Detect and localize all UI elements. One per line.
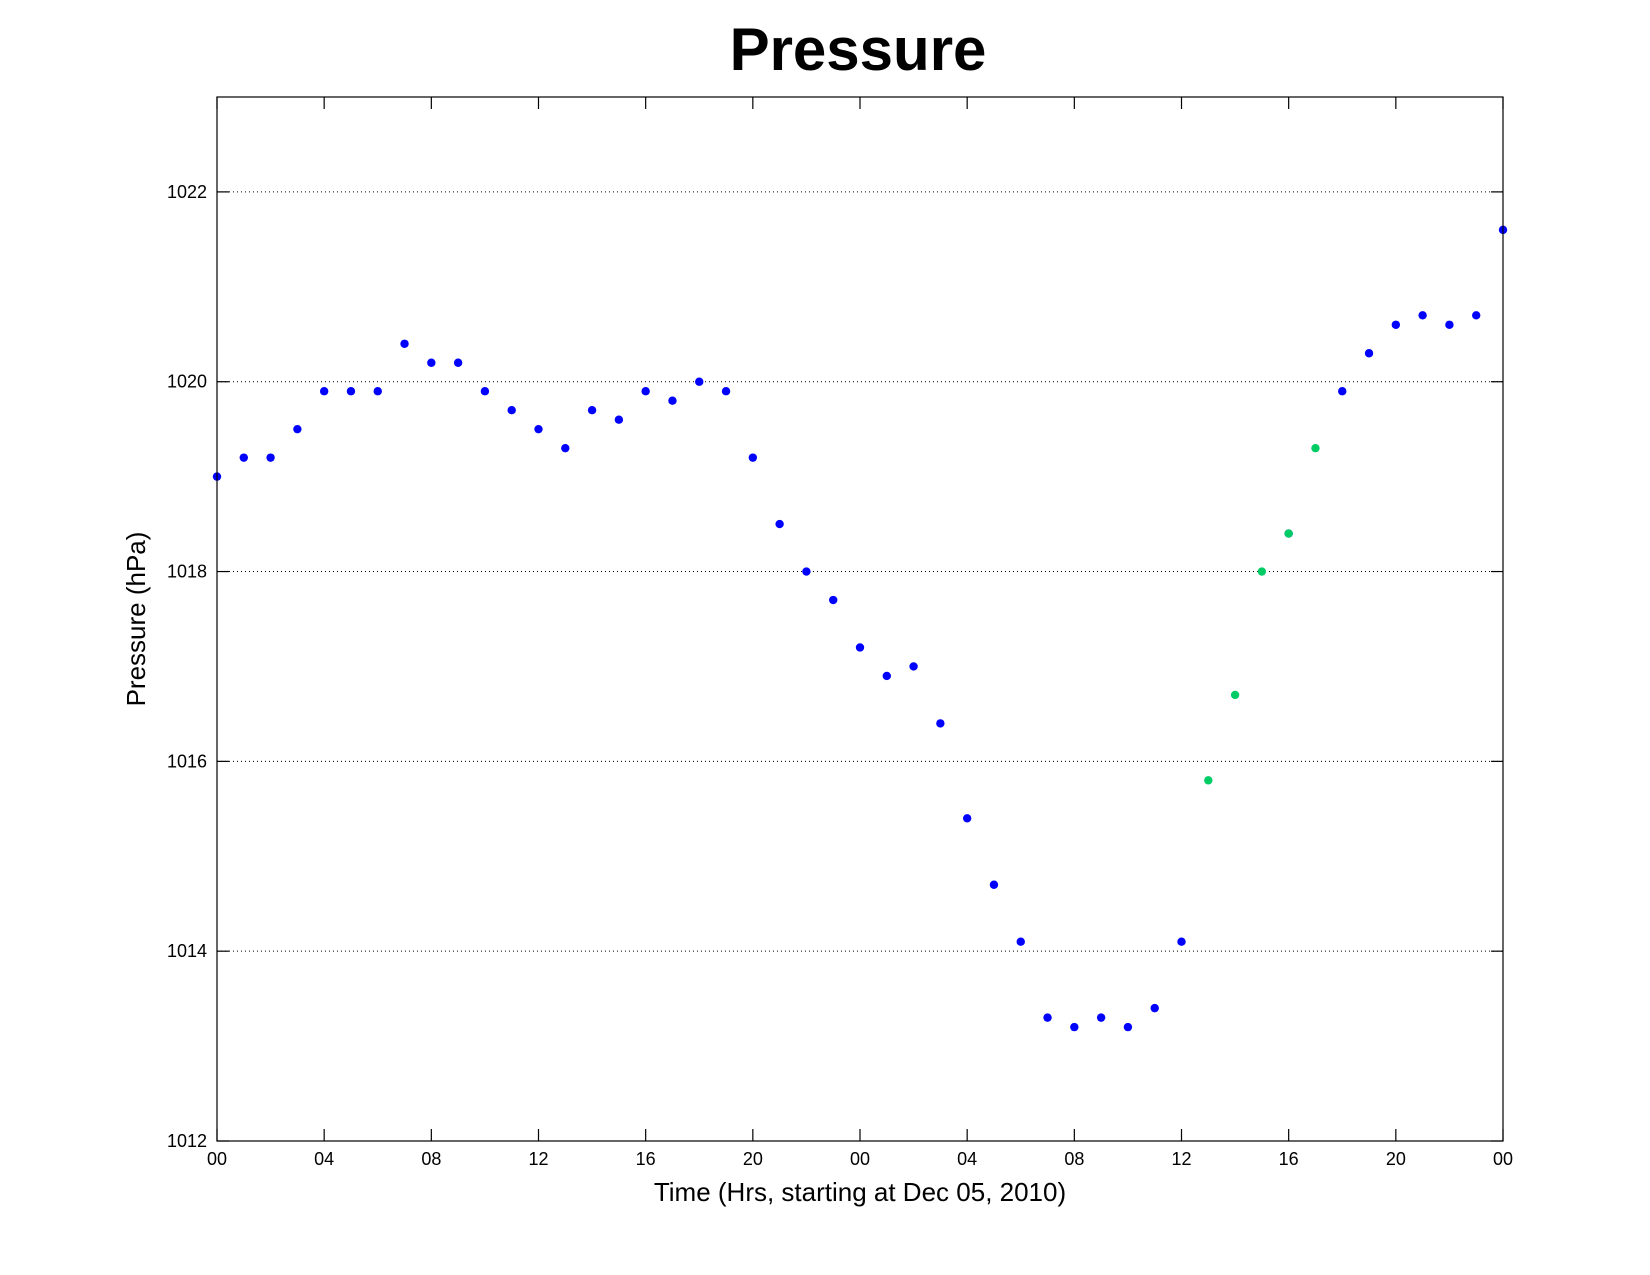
y-axis-label: Pressure (hPa) [121,532,151,707]
data-point [936,719,945,728]
data-point [293,424,302,434]
x-tick-label: 20 [1386,1149,1406,1169]
y-tick-label: 1022 [167,182,207,202]
data-point [1123,1022,1133,1032]
x-tick-label: 16 [636,1149,656,1169]
data-point [453,358,463,367]
data-points [212,225,1508,1032]
data-point [427,358,436,367]
data-point [614,415,624,424]
data-point [239,453,248,462]
data-point [1150,1003,1159,1013]
data-point [1418,311,1427,320]
data-point [507,406,516,415]
data-point [373,387,382,396]
data-point [1043,1013,1052,1022]
data-point [1096,1013,1106,1022]
y-tick-label: 1016 [167,751,207,771]
x-tick-label: 16 [1279,1149,1299,1169]
y-tick-label: 1020 [167,372,207,392]
grid-lines [217,191,1503,952]
data-point [534,424,543,434]
data-point [1472,311,1481,320]
data-point [1445,320,1454,329]
data-point [319,387,329,396]
plot-frame [216,96,1504,1142]
data-point [1364,349,1374,358]
data-point [1016,937,1025,946]
data-point [346,387,356,396]
data-point [1204,776,1213,785]
data-point [882,671,891,681]
data-point [1070,1022,1079,1032]
y-tick-label: 1018 [167,562,207,582]
data-point [775,519,784,529]
y-tick-label: 1012 [167,1131,207,1151]
x-tick-label: 08 [1064,1149,1084,1169]
data-point [695,377,704,386]
data-point [1391,320,1401,329]
x-tick-label: 00 [850,1149,870,1169]
axis-ticks: 1012 1014 1016 1018 1020 1022 00 04 08 12 16 20 00 04… [167,97,1513,1169]
data-point [641,387,650,396]
data-point [748,453,758,462]
data-point [400,339,409,348]
x-tick-label: 04 [957,1149,977,1169]
chart-title: Pressure [730,16,987,83]
data-point [587,406,597,415]
data-point [480,387,490,396]
data-point [668,396,677,405]
x-tick-label: 00 [1493,1149,1513,1169]
data-point [909,662,918,671]
x-tick-label: 12 [528,1149,548,1169]
data-point [829,595,838,605]
data-point [721,387,731,396]
x-tick-label: 04 [314,1149,334,1169]
data-point [1230,690,1240,700]
data-point [1284,529,1293,538]
data-point [561,443,570,453]
data-point [989,880,999,889]
data-point [1338,387,1347,396]
data-point [266,453,275,462]
x-tick-label: 00 [207,1149,227,1169]
y-tick-label: 1014 [167,941,207,961]
x-tick-label: 12 [1171,1149,1191,1169]
data-point [1177,937,1186,946]
x-tick-label: 20 [743,1149,763,1169]
x-axis-label: Time (Hrs, starting at Dec 05, 2010) [654,1177,1066,1207]
data-point [1311,443,1320,453]
data-point [802,567,811,576]
data-point [1257,567,1267,576]
x-tick-label: 08 [421,1149,441,1169]
data-point [962,814,972,823]
data-point [855,643,865,652]
